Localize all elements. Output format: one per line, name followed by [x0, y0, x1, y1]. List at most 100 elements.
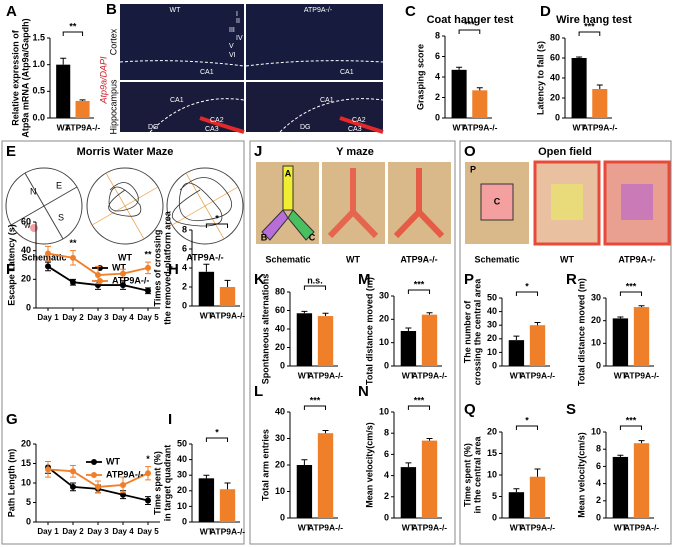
error-bar [322, 430, 329, 434]
x-tick-label: ATP9A-/- [624, 370, 659, 380]
x-tick-label: WT [57, 122, 71, 132]
panel-letter: B [106, 1, 117, 18]
marker [45, 466, 51, 473]
panel-e: E Morris Water Maze N E S W Schematic WT… [5, 143, 244, 262]
caption: Schematic [21, 252, 66, 262]
x-tick-label: ATP9A-/- [582, 122, 617, 132]
panel-letter: G [6, 411, 18, 428]
significance: ** [69, 21, 77, 31]
y-axis-label: Total arm entries [260, 429, 270, 501]
x-tick-label: Day 5 [137, 313, 159, 322]
marker [145, 497, 151, 504]
image [246, 4, 383, 80]
error-bar [456, 66, 463, 70]
panel-letter: F [6, 261, 15, 278]
x-tick-label: Day 4 [112, 527, 134, 536]
error-bar [426, 438, 433, 441]
y-tick-label: 50 [487, 292, 497, 302]
y-tick-label: 80 [550, 32, 560, 42]
chart-title: Coat hanger test [427, 14, 514, 26]
error-bar [405, 327, 412, 331]
y-axis-label: Latency to fall (s) [535, 41, 545, 115]
significance-bracket [515, 425, 539, 430]
bar [219, 287, 236, 306]
x-tick-label: Day 1 [37, 527, 59, 536]
y-axis-label: Time spent (%) [462, 443, 472, 507]
x-tick-label: WT [298, 370, 312, 380]
y-tick-label: 10 [487, 469, 497, 479]
marker [45, 250, 51, 257]
region-label: DG [148, 124, 159, 131]
caption: WT [560, 254, 574, 264]
error-bar [426, 312, 433, 315]
significance: *** [414, 395, 425, 405]
x-tick-label: WT [572, 122, 586, 132]
bar [633, 443, 650, 518]
quadrant-label: S [58, 212, 64, 222]
significance-bracket [303, 285, 327, 290]
x-tick-label: ATP9A-/- [210, 310, 245, 320]
region-label: CA1 [320, 97, 334, 104]
arm [287, 209, 315, 241]
y-tick-label: 10 [487, 347, 497, 357]
error-bar [476, 87, 483, 91]
y-tick-label: 10 [21, 477, 31, 487]
y-axis-label: Grasping score [415, 44, 425, 110]
bar [451, 69, 467, 118]
error-bar [576, 56, 583, 58]
y-tick-label: 40 [487, 306, 497, 316]
panel-letter: M [358, 271, 371, 288]
quadrant-label: E [56, 180, 62, 190]
significance-bracket [62, 31, 84, 36]
row-label: Cortex [108, 28, 118, 55]
zone-label: C [494, 196, 501, 206]
x-tick-label: Day 3 [87, 527, 109, 536]
y-axis-label: in target quadrant [162, 445, 172, 522]
marker [95, 272, 101, 279]
layer-label: IV [236, 35, 243, 42]
y-tick-label: 8 [384, 428, 389, 438]
region-label: CA1 [340, 69, 354, 76]
bar [75, 100, 90, 118]
y-tick-label: 1.5 [32, 32, 45, 42]
layer-label: VI [229, 52, 236, 59]
x-tick-label: ATP9A-/- [210, 526, 245, 536]
significance-bracket [458, 29, 481, 34]
error-bar [224, 279, 231, 287]
x-tick-label: ATP9A-/- [308, 522, 343, 532]
bar [612, 456, 629, 518]
panel-letter: S [566, 401, 576, 418]
y-tick-label: 10 [591, 338, 601, 348]
y-tick-label: 8 [182, 224, 187, 234]
region-label: DG [300, 124, 311, 131]
annotation: * [146, 454, 150, 464]
x-tick-label: ATP9A-/- [65, 122, 100, 132]
region-label: CA1 [170, 97, 184, 104]
y-tick-label: 80 [275, 286, 285, 296]
bar [472, 90, 488, 118]
quadrant-label: W [24, 223, 31, 230]
error-bar [301, 459, 308, 465]
significance: *** [584, 21, 595, 31]
y-tick-label: 6 [435, 51, 440, 61]
y-tick-label: 2 [596, 495, 601, 505]
panel-letter: H [168, 261, 179, 278]
x-tick-label: Day 5 [137, 527, 159, 536]
y-axis-label: The number of [462, 300, 472, 364]
x-tick-label: WT [510, 370, 524, 380]
marker [95, 483, 101, 490]
quadrant-label: N [30, 186, 37, 196]
marker [145, 287, 151, 294]
y-tick-label: 0 [555, 112, 560, 122]
y-axis-label: Times of crossing [152, 230, 162, 307]
error-bar [617, 316, 624, 319]
y-tick-label: 20 [275, 459, 285, 469]
bar [219, 489, 236, 522]
marker [70, 254, 76, 261]
y-tick-label: 10 [177, 501, 187, 511]
y-axis-label: Total distance moved (m) [576, 278, 586, 386]
significance-bracket [205, 437, 229, 442]
track [327, 168, 379, 239]
center-zone [551, 184, 583, 220]
error-bar [405, 462, 412, 468]
